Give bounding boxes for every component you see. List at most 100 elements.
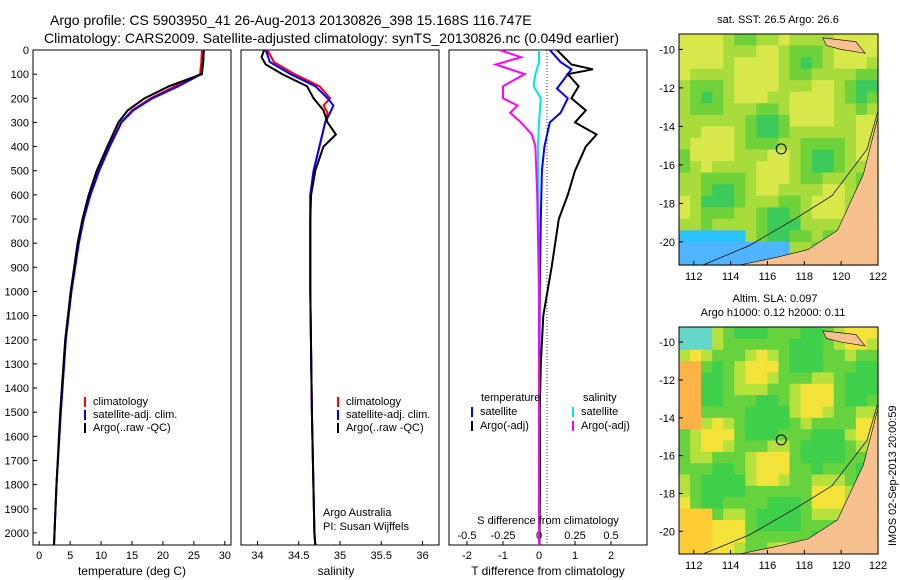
- map-cell: [767, 91, 780, 104]
- map-cell: [811, 361, 824, 373]
- map-cell: [778, 126, 791, 139]
- map-cell: [756, 207, 769, 220]
- map-cell: [734, 184, 746, 197]
- map-cell: [756, 126, 769, 139]
- map-cell: [778, 349, 791, 362]
- map-cell: [679, 195, 691, 208]
- map-cell: [734, 57, 746, 70]
- map-cell: [734, 463, 746, 476]
- map-cell: [723, 520, 735, 532]
- map-cell: [745, 137, 757, 151]
- chart-title-line1: Argo profile: CS 5903950_41 26-Aug-2013 …: [50, 12, 532, 28]
- map-cell: [789, 241, 802, 255]
- map-cell: [778, 195, 791, 208]
- x-tick-label: -1: [498, 550, 508, 562]
- map-cell: [844, 137, 857, 151]
- x-tick-label: 35.5: [371, 550, 392, 562]
- map-cell: [734, 149, 746, 162]
- map-cell: [712, 520, 724, 532]
- map-cell: [756, 103, 769, 116]
- map-cell: [756, 349, 769, 362]
- map-cell: [800, 338, 813, 351]
- y-tick-label: -10: [659, 44, 675, 56]
- map-cell: [789, 80, 802, 93]
- map-cell: [756, 218, 769, 231]
- x-tick-label: 2: [608, 550, 614, 562]
- map-cell: [844, 126, 857, 139]
- map-cell: [690, 383, 702, 396]
- y-tick-label: -14: [659, 413, 675, 425]
- map-cell: [767, 383, 780, 396]
- map-cell: [811, 184, 824, 197]
- map-cell: [822, 349, 835, 362]
- map-cell: [866, 383, 879, 396]
- map-cell: [734, 395, 746, 407]
- map-cell: [701, 531, 713, 544]
- map-cell: [833, 372, 846, 385]
- map-cell: [844, 429, 857, 441]
- map-cell: [811, 338, 824, 351]
- map-cell: [844, 349, 857, 362]
- map-cell: [723, 45, 735, 58]
- map-cell: [778, 68, 791, 81]
- map-cell: [800, 372, 813, 385]
- map-cell: [679, 161, 691, 174]
- map-cell: [756, 485, 769, 498]
- map-cell: [690, 361, 702, 373]
- map-cell: [712, 395, 724, 407]
- map-cell: [745, 361, 757, 373]
- map-cell: [800, 207, 813, 220]
- map-cell: [679, 372, 691, 385]
- x-tick-label: 0: [36, 550, 42, 562]
- map-cell: [800, 195, 813, 208]
- map-cell: [712, 372, 724, 385]
- map-cell: [855, 57, 868, 70]
- map-cell: [734, 327, 746, 339]
- map-cell: [855, 372, 868, 385]
- map-cell: [690, 161, 702, 174]
- map-cell: [833, 137, 846, 151]
- map-cell: [811, 383, 824, 396]
- series-line: [492, 49, 540, 545]
- map-cell: [712, 149, 724, 162]
- map-cell: [745, 520, 757, 532]
- x-tick-label: 0: [536, 550, 542, 562]
- map-cell: [800, 463, 813, 476]
- sst-map-axes: 112 114 116 118 120 122 -10 -12 -14 -16 -18 -20: [659, 44, 887, 283]
- map-cell: [800, 230, 813, 243]
- map-cell: [690, 485, 702, 498]
- y-tick-label: 2000: [5, 528, 29, 540]
- map-cell: [690, 349, 702, 362]
- map-cell: [778, 451, 791, 464]
- x-tick-label: 25: [188, 550, 200, 562]
- map-cell: [844, 172, 857, 185]
- map-cell: [778, 440, 791, 453]
- map-cell: [811, 474, 824, 487]
- map-cell: [756, 372, 769, 385]
- map-cell: [833, 184, 846, 197]
- map-cell: [811, 417, 824, 430]
- map-cell: [767, 429, 780, 441]
- map-cell: [811, 349, 824, 362]
- map-cell: [833, 429, 846, 441]
- map-cell: [734, 103, 746, 116]
- map-cell: [723, 68, 735, 81]
- map-cell: [723, 440, 735, 453]
- map-cell: [800, 218, 813, 231]
- map-cell: [734, 542, 746, 555]
- chart-title-line2: Climatology: CARS2009. Satellite-adjuste…: [44, 30, 620, 46]
- map-cell: [756, 474, 769, 487]
- map-cell: [811, 497, 824, 510]
- map-cell: [866, 91, 879, 104]
- map-cell: [778, 474, 791, 487]
- map-cell: [745, 230, 757, 243]
- map-cell: [690, 474, 702, 487]
- series-line: [538, 49, 599, 546]
- map-cell: [723, 429, 735, 441]
- map-cell: [756, 383, 769, 396]
- x-tick-label: 122: [869, 271, 887, 283]
- map-cell: [800, 241, 813, 255]
- map-cell: [767, 406, 780, 419]
- map-cell: [833, 172, 846, 185]
